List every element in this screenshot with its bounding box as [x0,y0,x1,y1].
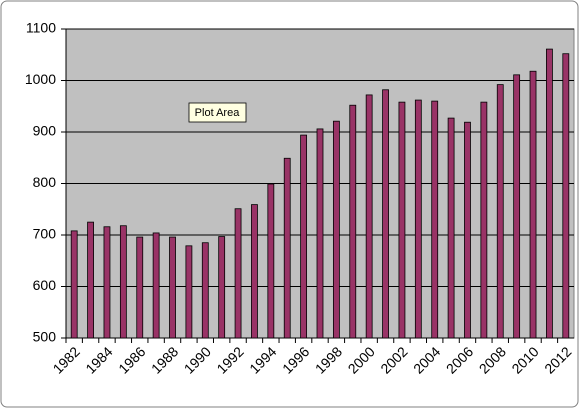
bar [496,84,504,339]
bar [267,183,275,339]
bar [201,242,209,339]
bar [447,117,455,339]
bar [87,221,94,339]
bar [234,208,242,339]
bar [169,236,176,339]
bar [316,128,324,339]
tooltip: Plot Area [195,107,241,119]
bar [464,121,471,339]
y-tick-label: 1100 [26,20,56,36]
y-tick-label: 600 [33,277,57,293]
y-tick-label: 900 [33,123,57,139]
bar [513,74,521,339]
bar [365,94,373,339]
bar [398,101,406,339]
bar [349,104,357,339]
bar [251,204,258,339]
tooltip-box [188,102,247,123]
bar [480,101,488,339]
bar [119,225,127,339]
bar [300,134,308,339]
bar [70,230,78,339]
bar [414,99,422,339]
bar [185,245,193,339]
bar [283,157,291,339]
bar [332,120,340,339]
y-tick-label: 1000 [25,71,56,87]
bar [382,89,389,339]
bar [152,232,160,339]
bar [546,48,553,339]
bar [562,53,570,339]
bar [103,226,111,339]
bar [136,236,144,339]
y-tick-label: 500 [33,329,57,345]
bar [431,100,439,339]
y-tick-label: 800 [33,174,57,190]
bar [218,236,226,339]
y-tick-label: 700 [33,226,57,242]
bar [529,70,537,339]
